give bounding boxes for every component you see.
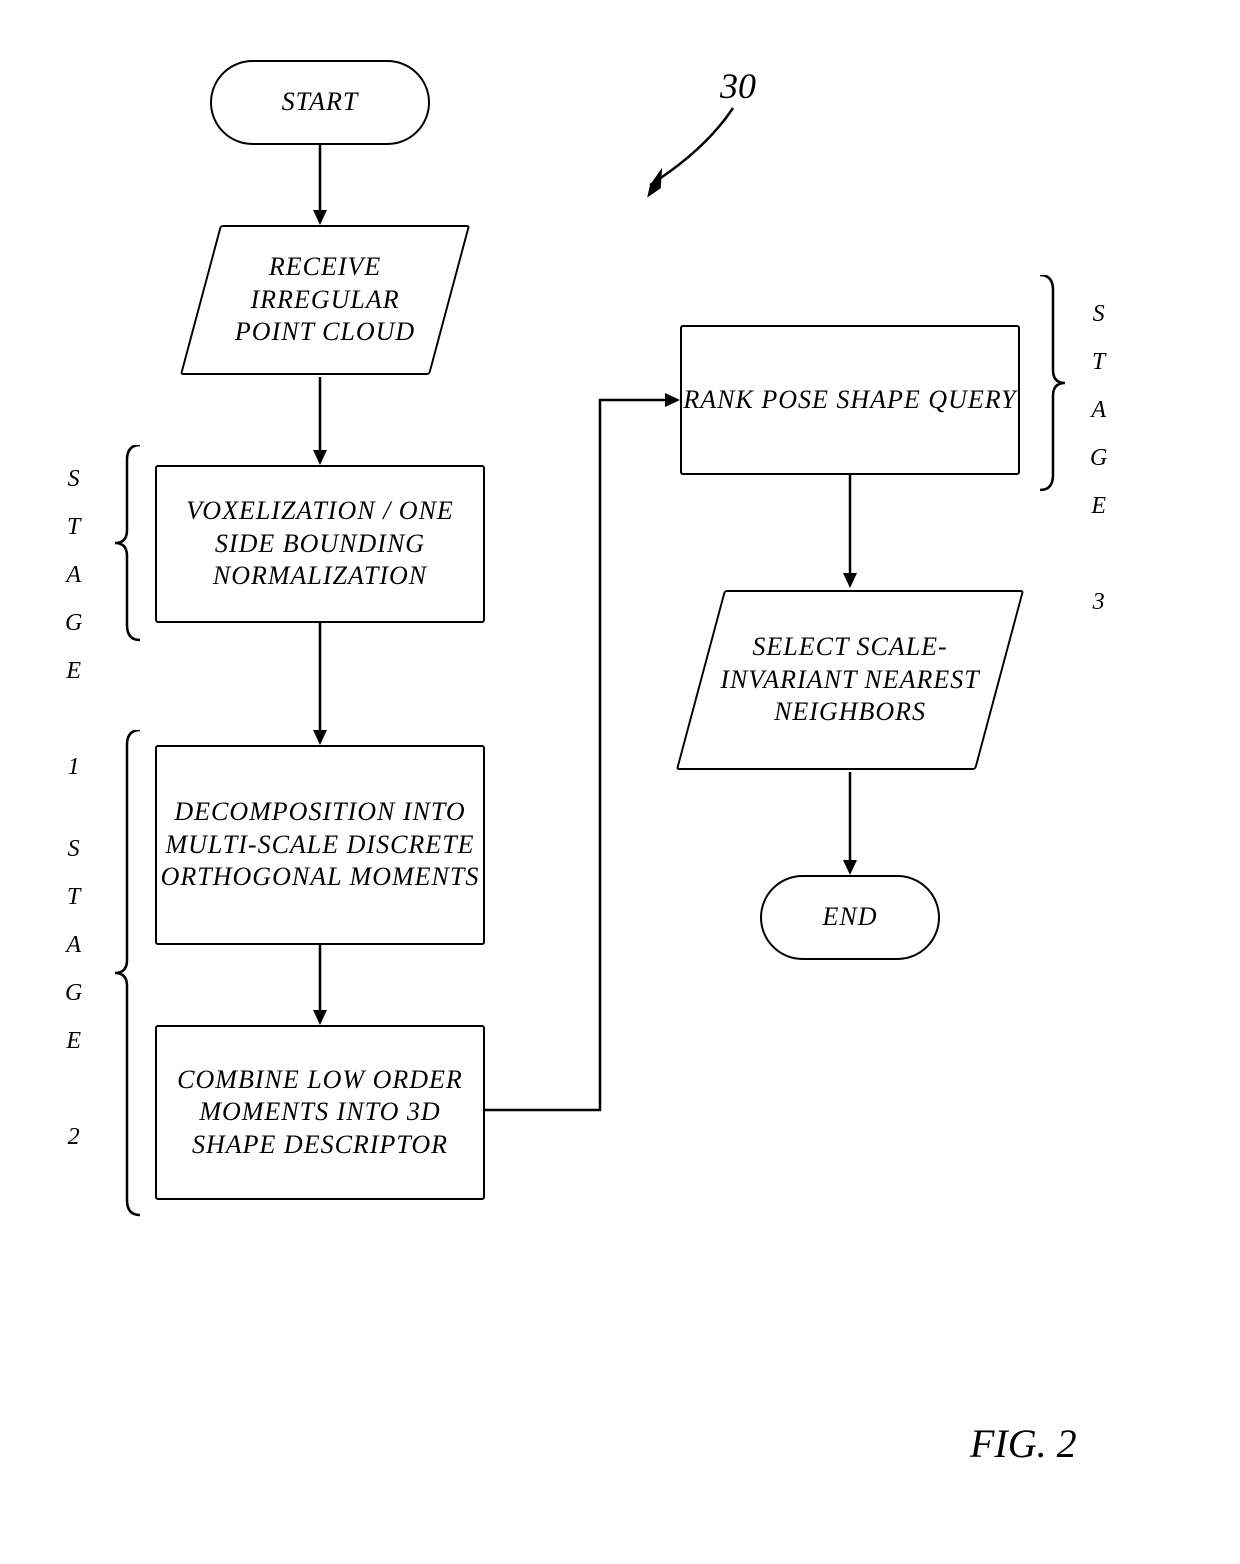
rank-pose-node: RANK POSE SHAPE QUERY: [680, 325, 1020, 475]
stage-2-label: STAGE 2: [65, 825, 84, 1161]
stage-3-brace: [1035, 275, 1065, 495]
decomposition-node: DECOMPOSITION INTO MULTI-SCALE DISCRETE …: [155, 745, 485, 945]
figure-label: FIG. 2: [970, 1420, 1077, 1467]
start-node: START: [210, 60, 430, 145]
select-output-node: SELECT SCALE-INVARIANT NEAREST NEIGHBORS: [676, 590, 1024, 770]
flowchart-container: 30 START RECEIVE IRREGULAR POINT CLOUD V…: [0, 0, 1240, 1564]
receive-input-node: RECEIVE IRREGULAR POINT CLOUD: [180, 225, 470, 375]
end-node: END: [760, 875, 940, 960]
stage-3-label: STAGE 3: [1090, 290, 1109, 626]
stage-1-label: STAGE 1: [65, 455, 84, 791]
combine-moments-node: COMBINE LOW ORDER MOMENTS INTO 3D SHAPE …: [155, 1025, 485, 1200]
stage-2-brace: [115, 730, 145, 1220]
stage-1-brace: [115, 445, 145, 645]
voxelization-node: VOXELIZATION / ONE SIDE BOUNDING NORMALI…: [155, 465, 485, 623]
